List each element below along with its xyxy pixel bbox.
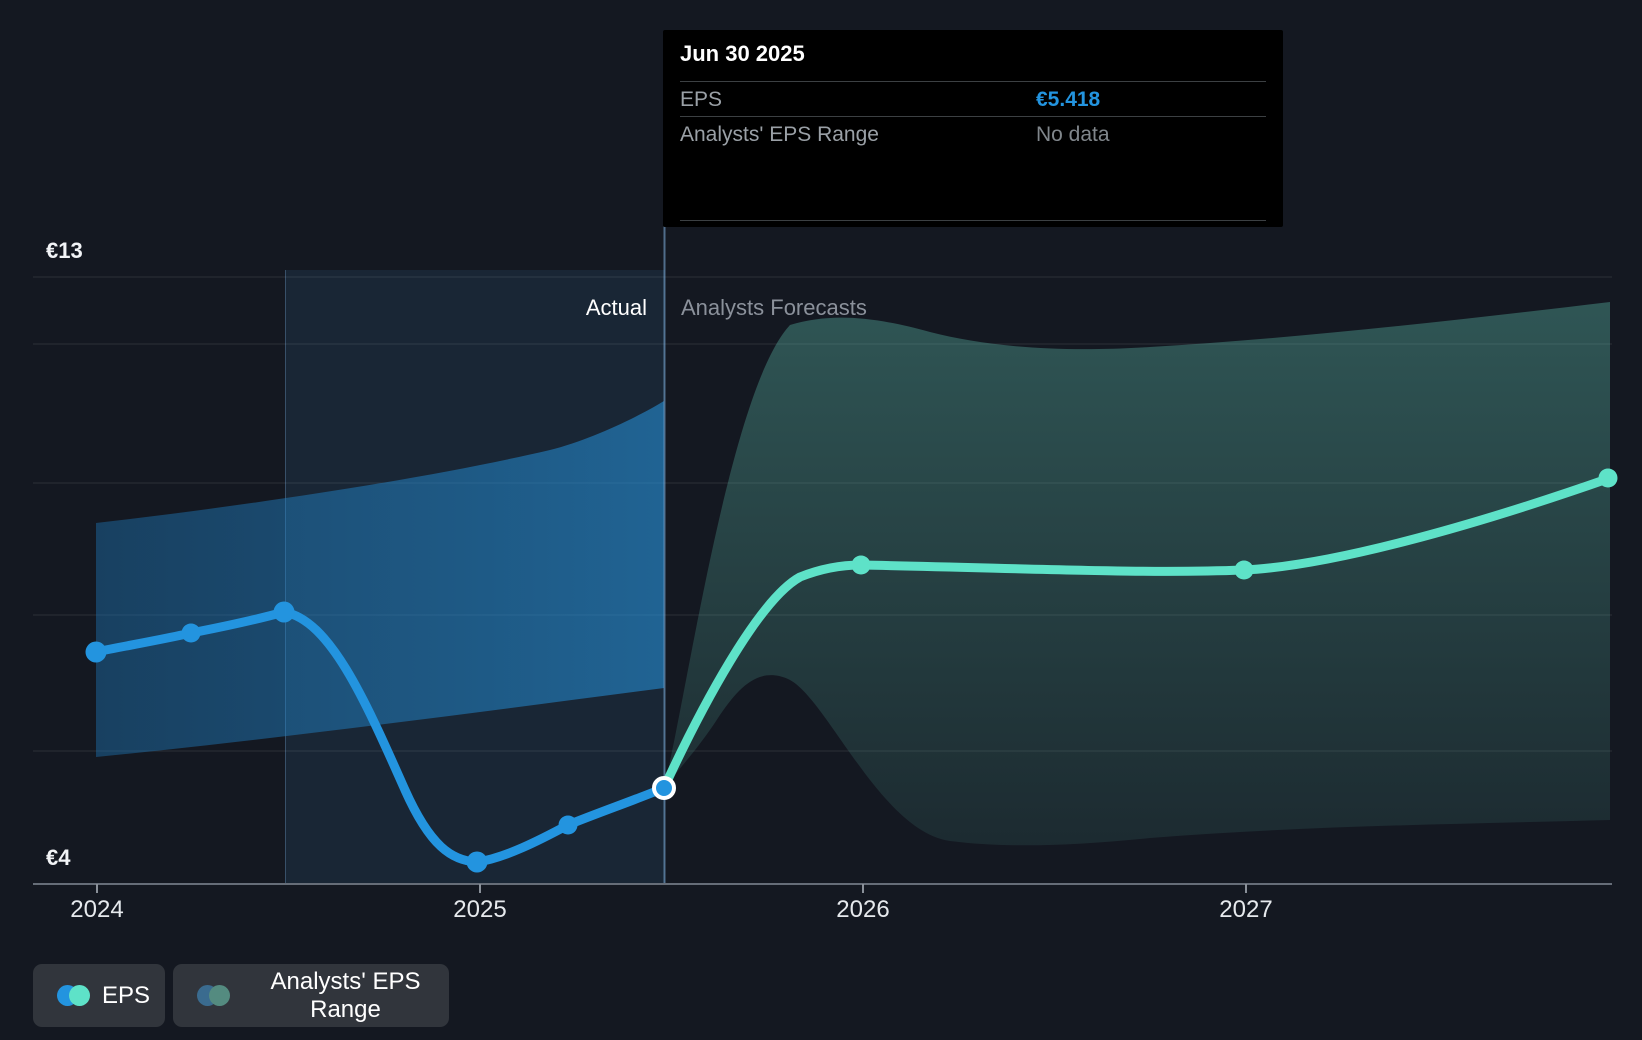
forecast-line [659, 473, 1615, 793]
legend-eps-chip[interactable]: EPS [33, 964, 165, 1027]
x-axis [33, 883, 1612, 893]
tooltip-range-label: Analysts' EPS Range [680, 123, 879, 146]
x-tick-label-2026: 2026 [836, 896, 890, 923]
current-eps-point[interactable] [652, 776, 676, 800]
tooltip-date: Jun 30 2025 [680, 41, 805, 66]
x-tick-label-2025: 2025 [453, 896, 507, 923]
x-tick-label-2024: 2024 [70, 896, 124, 923]
actual-eps-range-band [96, 401, 664, 757]
eps-points [85, 601, 578, 873]
tooltip-divider [680, 81, 1266, 82]
range-legend-dots-icon [197, 985, 230, 1006]
legend-range-label: Analysts' EPS Range [270, 967, 421, 1023]
eps-teal-dot-icon [69, 985, 90, 1006]
eps-legend-dots-icon [57, 985, 90, 1006]
x-tick-label-2027: 2027 [1219, 896, 1273, 923]
tooltip-range-value: No data [1036, 123, 1110, 146]
tooltip-divider [680, 116, 1266, 117]
forecast-zone-label: Analysts Forecasts [681, 295, 867, 320]
tooltip-eps-value: €5.418 [1036, 88, 1101, 111]
y-axis-max-label: €13 [46, 238, 83, 263]
actual-zone-label: Actual [585, 295, 647, 320]
legend-eps-label: EPS [102, 981, 151, 1009]
tooltip-eps-label: EPS [680, 88, 723, 111]
y-axis-min-label: €4 [46, 845, 71, 870]
tooltip: Jun 30 2025 EPS €5.418 Analysts' EPS Ran… [663, 30, 1283, 227]
range-teal-dot-icon [209, 985, 230, 1006]
tooltip-divider [680, 220, 1266, 221]
legend-range-chip[interactable]: Analysts' EPS Range [173, 964, 449, 1027]
forecast-points [851, 468, 1618, 580]
